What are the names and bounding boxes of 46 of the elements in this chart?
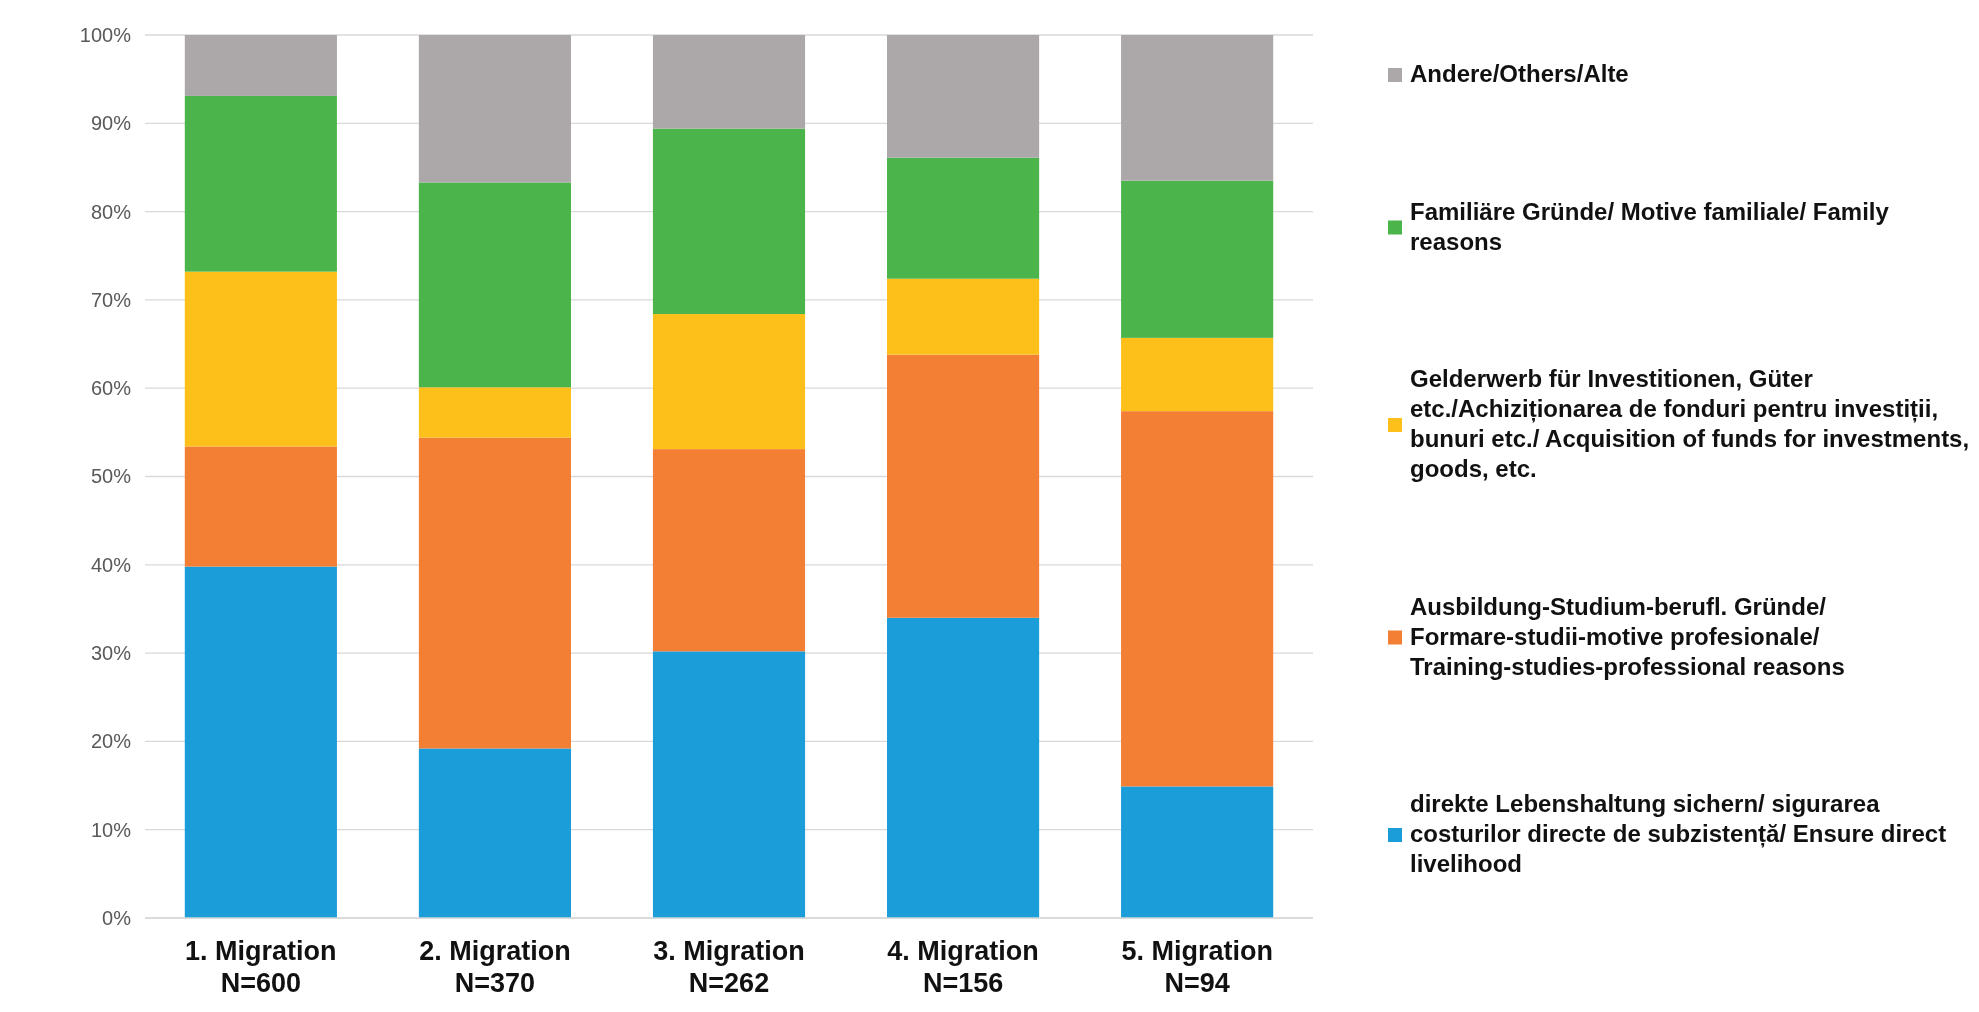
y-tick-label: 10% [90, 818, 132, 841]
bar [418, 35, 571, 183]
bar [184, 35, 337, 96]
bar [418, 182, 571, 388]
x-tick-label: 1. Migration N=600 [185, 936, 337, 998]
y-tick-label: 30% [90, 642, 132, 664]
bar [1121, 35, 1274, 181]
bar [652, 449, 806, 652]
bar [652, 35, 806, 129]
bar [887, 617, 1040, 918]
legend-label: Ausbildung-Studium-berufl. Gründe/ Formare-studii-motive profesionale/ Training-studies-professional reasons [1410, 592, 1845, 680]
bar [652, 651, 806, 918]
bar [887, 35, 1040, 158]
y-tick-label: 90% [90, 112, 132, 135]
x-tick-label: 3. Migration N=262 [653, 936, 805, 998]
bar [1121, 337, 1274, 412]
bar [887, 354, 1040, 618]
bar [418, 748, 571, 918]
y-tick-label: 50% [90, 465, 132, 488]
bar [652, 128, 806, 315]
x-tick-label: 5. Migration N=94 [1121, 936, 1273, 998]
y-tick-label: 80% [90, 200, 132, 223]
bar [1121, 180, 1274, 338]
bar [887, 157, 1040, 279]
bar [418, 387, 571, 438]
legend-label: Andere/Others/Alte [1410, 60, 1629, 87]
y-tick-label: 20% [90, 730, 132, 753]
legend-label: direkte Lebenshaltung sichern/ sigurarea costurilor directe de subzistență/ Ensure direct livelihood [1410, 790, 1947, 877]
bar [418, 437, 571, 749]
y-tick-label: 60% [90, 377, 132, 400]
legend-label: Familiäre Gründe/ Motive familiale/ Family reasons [1410, 197, 1890, 255]
y-tick-label: 70% [90, 288, 132, 311]
y-tick-label: 100% [79, 23, 132, 46]
bar [652, 314, 806, 450]
bar [184, 566, 337, 918]
bar [184, 446, 337, 567]
bar [1121, 411, 1274, 787]
x-tick-label: 2. Migration N=370 [419, 936, 571, 998]
x-tick-label: 4. Migration N=156 [887, 936, 1039, 998]
y-tick-label: 0% [102, 906, 132, 929]
bar [1121, 786, 1274, 918]
bar [184, 95, 337, 272]
legend-label: Gelderwerb für Investitionen, Güter etc./Achiziționarea de fonduri pentru investiții, bunuri etc./ Acquisition of funds for investments, goods, etc. [1410, 365, 1970, 482]
bar [887, 278, 1040, 355]
bar [184, 271, 337, 447]
y-tick-label: 40% [90, 553, 132, 576]
